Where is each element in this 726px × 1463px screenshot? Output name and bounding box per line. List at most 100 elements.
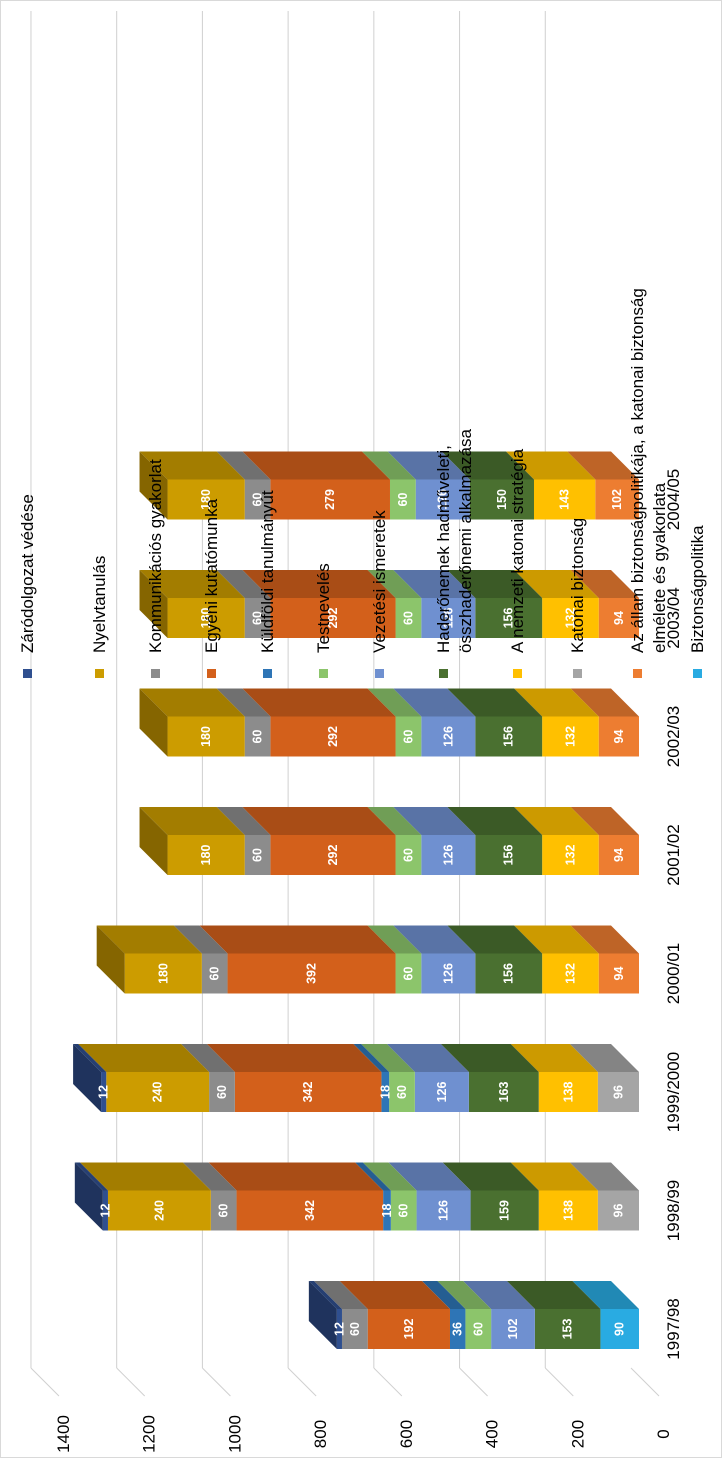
bar-segment bbox=[78, 1044, 210, 1112]
bar-front bbox=[107, 1190, 211, 1231]
legend-item: Az állam biztonságpolitikája, a katonai … bbox=[628, 288, 669, 678]
bar-segment bbox=[441, 451, 534, 520]
data-label: 60 bbox=[251, 730, 265, 744]
bar-top bbox=[355, 1162, 391, 1191]
bar-segment bbox=[570, 688, 639, 757]
data-label: 60 bbox=[401, 730, 415, 744]
data-label: 138 bbox=[561, 1082, 575, 1103]
bar-front bbox=[595, 479, 639, 520]
data-label: 163 bbox=[497, 1082, 511, 1103]
legend-label: Katonai biztonság bbox=[568, 518, 587, 653]
bar-segment bbox=[199, 925, 396, 994]
bar-top bbox=[139, 451, 245, 480]
bar-segment bbox=[447, 688, 543, 757]
bar-front bbox=[341, 1309, 368, 1349]
bar-segment bbox=[361, 451, 416, 520]
bar-front bbox=[421, 835, 476, 875]
bar-side bbox=[139, 451, 168, 520]
bar-front bbox=[244, 716, 271, 757]
bar-top bbox=[173, 925, 228, 954]
bar-front bbox=[600, 1309, 639, 1349]
bar-top bbox=[447, 807, 543, 835]
category-label: 2000/01 bbox=[664, 943, 683, 1004]
bar-top bbox=[242, 570, 396, 598]
bar-front bbox=[395, 716, 422, 757]
legend-swatch bbox=[207, 669, 216, 678]
bar-segment bbox=[393, 925, 476, 994]
bar-top bbox=[463, 1281, 535, 1309]
bar-top bbox=[367, 925, 422, 954]
legend-swatch bbox=[151, 669, 160, 678]
bar-segment bbox=[339, 1281, 450, 1349]
bar-top bbox=[74, 1162, 108, 1191]
legend-swatch bbox=[263, 669, 272, 678]
bar-side bbox=[308, 1281, 337, 1349]
bar-front bbox=[167, 479, 245, 520]
legend-item: Vezetési ismeretek bbox=[370, 510, 389, 678]
legend-item: Záródolgozat védése bbox=[18, 494, 37, 678]
y-tick-label: 1200 bbox=[140, 1415, 159, 1453]
bars: 9015310260361926012961381591266018342602… bbox=[73, 451, 639, 1349]
data-label: 94 bbox=[612, 848, 626, 862]
legend-item: Nyelvtanulás bbox=[90, 556, 109, 678]
bar-front bbox=[395, 953, 422, 994]
data-label: 156 bbox=[502, 845, 516, 866]
data-label: 156 bbox=[502, 608, 516, 629]
bar-front bbox=[244, 598, 271, 638]
bar-segment bbox=[393, 570, 476, 638]
bar-top bbox=[308, 1281, 342, 1309]
bar-segment bbox=[313, 1281, 368, 1349]
data-label: 126 bbox=[441, 726, 455, 747]
data-label: 60 bbox=[401, 611, 415, 625]
bar-top bbox=[208, 1162, 384, 1191]
data-label: 180 bbox=[199, 726, 213, 747]
bar-front bbox=[533, 479, 596, 520]
bar-top bbox=[393, 570, 476, 598]
bar-front bbox=[469, 479, 534, 520]
bar-top bbox=[242, 451, 390, 480]
legend-swatch bbox=[633, 669, 642, 678]
legend-label: Haderőnemek hadműveleti, bbox=[434, 445, 453, 653]
bar-front bbox=[270, 716, 396, 757]
bar-side bbox=[139, 570, 168, 638]
bar-front bbox=[534, 1309, 601, 1349]
bar-segment bbox=[510, 1044, 598, 1112]
data-label: 60 bbox=[208, 967, 222, 981]
bar-front bbox=[395, 598, 422, 638]
bar-top bbox=[393, 688, 476, 717]
bar-front bbox=[449, 1309, 466, 1349]
bar-segment bbox=[208, 1162, 384, 1231]
category-label: 2001/02 bbox=[664, 824, 683, 885]
bar-front bbox=[102, 1190, 108, 1231]
bar-top bbox=[510, 1162, 598, 1191]
legend-swatch bbox=[23, 669, 32, 678]
bar-segment bbox=[506, 1281, 601, 1349]
bar-front bbox=[389, 479, 416, 520]
bar-front bbox=[395, 835, 422, 875]
bar-front bbox=[234, 1072, 382, 1112]
bar-top bbox=[567, 451, 639, 480]
bar-segment bbox=[216, 451, 271, 520]
bar-top bbox=[199, 925, 396, 954]
data-label: 180 bbox=[156, 963, 170, 984]
bar-top bbox=[570, 807, 639, 835]
bar-top bbox=[313, 1281, 368, 1309]
bar-segment bbox=[216, 688, 271, 757]
bar-segment bbox=[216, 570, 271, 638]
bar-front bbox=[538, 1190, 598, 1231]
bar-segment bbox=[353, 1044, 390, 1112]
data-label: 60 bbox=[217, 1204, 231, 1218]
bar-segment bbox=[570, 570, 639, 638]
data-label: 126 bbox=[437, 1200, 451, 1221]
bar-front bbox=[598, 598, 639, 638]
data-label: 96 bbox=[611, 1204, 625, 1218]
bar-front bbox=[470, 1190, 539, 1231]
category-label: 1999/2000 bbox=[664, 1052, 683, 1132]
data-label: 180 bbox=[199, 608, 213, 629]
bar-segment bbox=[569, 1162, 639, 1231]
legend-swatch bbox=[693, 669, 702, 678]
data-label: 60 bbox=[348, 1322, 362, 1336]
legend-swatch bbox=[439, 669, 448, 678]
data-label: 240 bbox=[151, 1082, 165, 1103]
